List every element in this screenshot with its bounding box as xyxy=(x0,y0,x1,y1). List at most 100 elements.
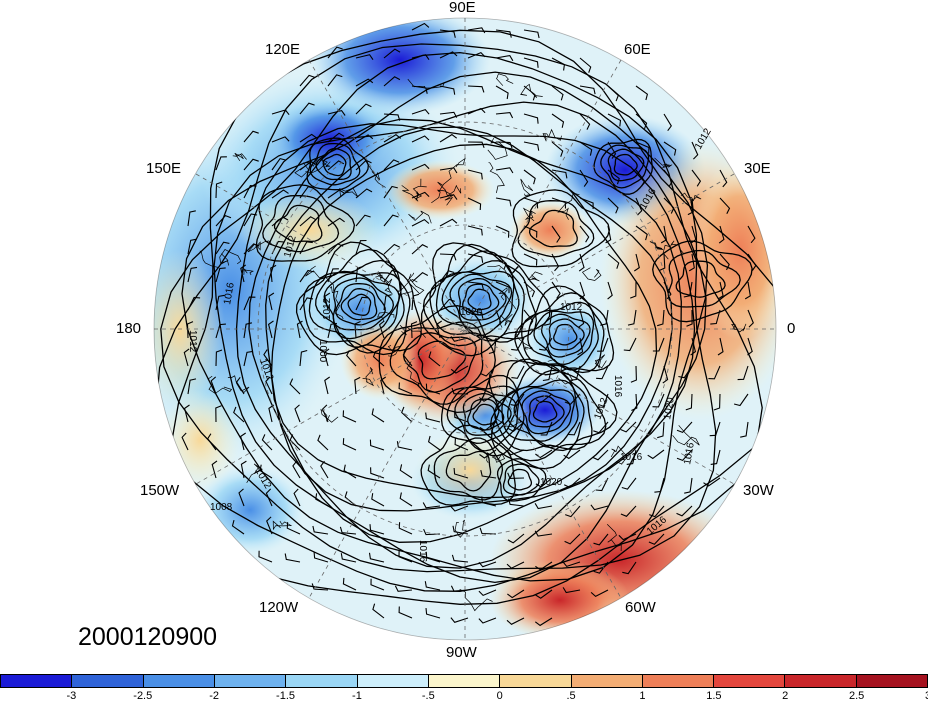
wind-barb xyxy=(607,141,617,159)
coastline-segment xyxy=(672,425,700,446)
coastline-segment xyxy=(542,128,562,142)
coastline-segment xyxy=(680,192,702,203)
wind-barb xyxy=(299,269,314,283)
colorbar xyxy=(0,674,928,688)
isobar-value-label: 1012 xyxy=(187,330,198,353)
isobar-value-label: 1012 xyxy=(560,302,583,313)
wind-barb xyxy=(317,434,329,451)
wind-barb xyxy=(215,349,223,367)
wind-barb xyxy=(327,132,345,143)
wind-barb xyxy=(747,337,753,356)
wind-barb xyxy=(240,432,247,451)
wind-barb xyxy=(265,488,273,507)
wind-barb xyxy=(564,533,581,545)
isobar-line xyxy=(488,359,618,470)
wind-barb xyxy=(467,253,484,263)
isobar-line xyxy=(553,323,578,346)
coastline-segment xyxy=(438,157,466,193)
wind-barb xyxy=(523,29,540,39)
coastline-segment xyxy=(272,520,293,531)
colorbar-tick-label: -1.5 xyxy=(276,690,296,702)
wind-barb xyxy=(439,51,458,59)
colorbar-swatch xyxy=(214,675,287,687)
wind-barb xyxy=(733,393,749,407)
wind-barb xyxy=(534,617,553,627)
coastline-segment xyxy=(363,158,386,188)
wind-barb xyxy=(422,502,441,509)
wind-barb xyxy=(369,524,385,535)
wind-barb xyxy=(355,78,374,87)
wind-barb xyxy=(523,281,536,298)
wind-barb xyxy=(506,561,525,569)
isobar-line xyxy=(433,437,504,501)
isobar-line xyxy=(613,153,638,176)
wind-barb xyxy=(355,103,372,115)
wind-barb xyxy=(268,292,275,311)
coastline-segment xyxy=(305,158,331,174)
wind-barb xyxy=(259,464,273,479)
isobar-line xyxy=(462,283,500,316)
wind-barb xyxy=(425,608,441,619)
wind-barb xyxy=(523,113,539,124)
wind-barb xyxy=(343,464,357,479)
wind-barb xyxy=(687,197,694,216)
wind-barb xyxy=(320,460,329,479)
coastline-segment xyxy=(520,83,543,99)
wind-barb xyxy=(299,74,315,87)
wind-barb xyxy=(467,141,485,148)
wind-barb xyxy=(596,365,609,380)
colorbar-swatch xyxy=(357,675,429,687)
wind-barb xyxy=(747,253,757,271)
wind-barb xyxy=(450,617,469,623)
wind-barb xyxy=(271,189,289,199)
wind-barb xyxy=(342,438,357,451)
wind-barb xyxy=(327,217,345,227)
wind-barb xyxy=(313,551,329,563)
wind-barb xyxy=(383,48,401,59)
isobar-value-label: 1016 xyxy=(620,452,643,463)
wind-barb xyxy=(579,85,596,95)
isobar-line xyxy=(472,403,497,426)
wind-barb xyxy=(703,477,721,487)
wind-barb xyxy=(394,585,413,592)
wind-barb xyxy=(551,141,564,157)
wind-barb xyxy=(215,294,225,311)
wind-barb xyxy=(215,323,226,339)
coastline-segment xyxy=(408,210,432,224)
wind-barb xyxy=(292,460,301,479)
coastline-segment xyxy=(246,463,263,483)
colorbar-swatch xyxy=(500,675,572,687)
isobar-line xyxy=(308,259,405,354)
isobar-line xyxy=(417,340,467,380)
wind-barb xyxy=(261,434,273,451)
wind-barb xyxy=(564,393,581,405)
wind-barb xyxy=(579,113,591,130)
isobar-value-label: 1020 xyxy=(460,307,483,318)
wind-barb xyxy=(631,393,638,411)
wind-barb xyxy=(324,292,331,311)
wind-barb xyxy=(607,113,622,127)
coastline-segment xyxy=(329,285,344,320)
wind-barb xyxy=(243,322,253,339)
wind-barb xyxy=(495,225,510,238)
wind-barb xyxy=(607,253,620,269)
coastline-segment xyxy=(362,367,375,387)
wind-barb xyxy=(215,156,227,171)
isobar-line xyxy=(340,288,378,321)
wind-barb xyxy=(523,225,538,238)
date-time-stamp: 2000120900 xyxy=(78,623,218,651)
isobar-line xyxy=(422,243,538,347)
coastline-segment xyxy=(406,272,425,295)
lon-label-30e: 30E xyxy=(744,160,771,177)
wind-barb xyxy=(691,169,702,187)
colorbar-tick-label: .5 xyxy=(566,690,576,702)
coastline-segment xyxy=(527,271,543,282)
wind-barb xyxy=(506,617,525,625)
wind-barb xyxy=(425,551,441,563)
isobar-line xyxy=(652,240,753,323)
isobar-line xyxy=(295,241,422,356)
wind-barb xyxy=(439,253,457,261)
wind-barb xyxy=(383,134,402,143)
wind-barb xyxy=(411,108,430,115)
wind-barb xyxy=(663,281,672,300)
